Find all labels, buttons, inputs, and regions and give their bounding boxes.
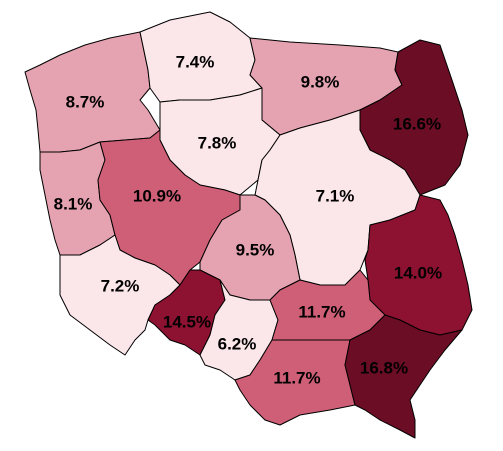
region-label-lubelskie: 14.0%: [394, 263, 442, 282]
region-label-podkarpackie: 16.8%: [360, 358, 408, 377]
region-label-wielkopolskie: 10.9%: [133, 186, 181, 205]
region-label-lodzkie: 9.5%: [236, 240, 275, 259]
region-label-opolskie: 14.5%: [163, 312, 211, 331]
region-label-slaskie: 6.2%: [218, 334, 257, 353]
region-label-dolnoslaskie: 7.2%: [101, 276, 140, 295]
region-label-podlaskie: 16.6%: [393, 114, 441, 133]
region-label-pomorskie: 7.4%: [176, 52, 215, 71]
region-malopolskie: [234, 339, 356, 426]
region-label-zachodniopomorskie: 8.7%: [66, 92, 105, 111]
region-label-mazowieckie: 7.1%: [316, 186, 355, 205]
region-label-kujawsko-pomorskie: 7.8%: [198, 133, 237, 152]
region-label-warminsko-mazurskie: 9.8%: [301, 72, 340, 91]
region-label-malopolskie: 11.7%: [273, 368, 320, 387]
region-label-swietokrzyskie: 11.7%: [298, 302, 345, 321]
region-label-lubuskie: 8.1%: [54, 194, 93, 213]
region-podkarpackie: [344, 314, 463, 439]
